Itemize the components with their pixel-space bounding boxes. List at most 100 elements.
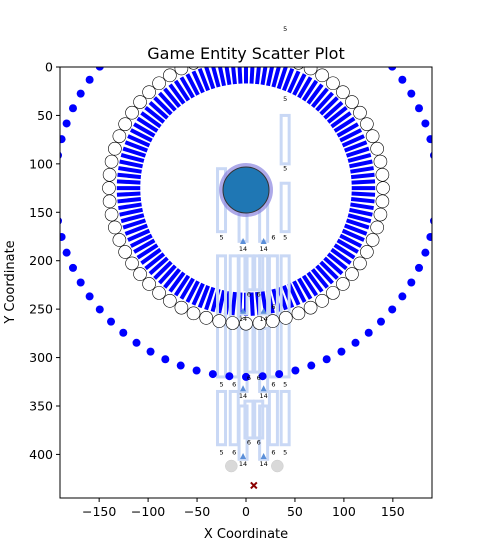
outer-ring-point bbox=[54, 151, 62, 159]
inner-ring-point bbox=[345, 268, 358, 281]
ring-spoke bbox=[117, 199, 140, 201]
outer-ring-point bbox=[52, 201, 60, 209]
structure-label: 6 bbox=[247, 374, 251, 382]
y-axis: 0 50 100 150 200 250 300 350 400 bbox=[29, 60, 60, 462]
ring-spoke bbox=[232, 61, 234, 84]
y-tick-label: 200 bbox=[29, 253, 53, 268]
chart-title: Game Entity Scatter Plot bbox=[147, 44, 344, 63]
outer-ring-point bbox=[147, 348, 155, 356]
outer-ring-point bbox=[242, 0, 250, 3]
inner-ring-point bbox=[371, 142, 384, 155]
outer-ring-point bbox=[323, 13, 331, 21]
structure-label: 14 bbox=[259, 315, 267, 323]
x-tick-label: −50 bbox=[184, 504, 210, 519]
inner-ring-point bbox=[153, 77, 166, 90]
structure-column bbox=[281, 391, 289, 444]
structure-column bbox=[281, 115, 289, 163]
ring-spoke bbox=[232, 292, 234, 315]
x-axis-label: X Coordinate bbox=[204, 527, 288, 542]
structure-column bbox=[269, 391, 277, 444]
inner-ring-point bbox=[200, 311, 213, 324]
outer-ring-point bbox=[225, 0, 233, 4]
inner-ring-point bbox=[292, 307, 305, 320]
structure-label: 6 bbox=[271, 233, 275, 241]
inner-ring-point bbox=[360, 245, 373, 258]
inner-ring-point bbox=[226, 317, 239, 330]
inner-ring-point bbox=[134, 268, 147, 281]
inner-ring-point bbox=[126, 257, 139, 270]
y-tick-label: 400 bbox=[29, 447, 53, 462]
y-tick-label: 300 bbox=[29, 350, 53, 365]
x-axis: −150 −100 −50 0 50 100 150 bbox=[82, 498, 405, 519]
x-tick-label: 150 bbox=[381, 504, 405, 519]
inner-ring-point bbox=[336, 277, 349, 290]
structure-label: 5 bbox=[283, 233, 287, 241]
outer-ring-point bbox=[377, 51, 385, 59]
inner-ring-point bbox=[316, 294, 329, 307]
inner-ring-point bbox=[353, 106, 366, 119]
structure-label: 5 bbox=[219, 448, 223, 456]
ring-spoke bbox=[351, 175, 374, 177]
outer-ring-point bbox=[307, 362, 315, 370]
structure-column bbox=[230, 391, 238, 444]
outer-ring-point bbox=[433, 184, 441, 192]
inner-ring-point bbox=[153, 286, 166, 299]
structure-label: 6 bbox=[232, 381, 236, 389]
inner-ring-point bbox=[105, 208, 118, 221]
ring-spoke bbox=[252, 293, 253, 316]
x-tick-label: 0 bbox=[242, 504, 250, 519]
x-tick-label: 50 bbox=[287, 504, 303, 519]
outer-ring-point bbox=[259, 0, 267, 4]
inner-ring-point bbox=[366, 233, 379, 246]
inner-ring-point bbox=[213, 315, 226, 328]
structure-label: 14 bbox=[259, 392, 267, 400]
outer-ring-point bbox=[351, 29, 359, 37]
outer-ring-point bbox=[275, 0, 283, 6]
outer-ring-point bbox=[69, 264, 77, 272]
outer-ring-point bbox=[209, 370, 217, 378]
ring-spoke bbox=[352, 194, 375, 195]
y-tick-label: 350 bbox=[29, 398, 53, 413]
y-tick-label: 150 bbox=[29, 205, 53, 220]
inner-ring-point bbox=[279, 311, 292, 324]
outer-ring-point bbox=[388, 305, 396, 313]
inner-ring-point bbox=[119, 245, 132, 258]
outer-ring-point bbox=[432, 201, 440, 209]
outer-ring-point bbox=[407, 90, 415, 98]
structure-label: 5 bbox=[283, 448, 287, 456]
x-tick-label: −150 bbox=[82, 504, 116, 519]
inner-ring-point bbox=[103, 195, 116, 208]
structure-label: 5 bbox=[283, 165, 287, 173]
outer-ring-point bbox=[133, 29, 141, 37]
structure-label: 5 bbox=[283, 25, 287, 33]
structure-label: 5 bbox=[219, 381, 223, 389]
unit-marker bbox=[240, 385, 246, 391]
outer-ring-point bbox=[291, 366, 299, 374]
structure-label: 6 bbox=[257, 374, 261, 382]
outer-ring-point bbox=[275, 370, 283, 378]
inner-ring-point bbox=[134, 96, 147, 109]
structure-label: 6 bbox=[257, 291, 261, 299]
gray-entity bbox=[225, 460, 237, 472]
unit-marker bbox=[261, 453, 267, 459]
outer-ring-point bbox=[337, 21, 345, 29]
structure-label: 5 bbox=[283, 381, 287, 389]
inner-ring-point bbox=[326, 286, 339, 299]
outer-ring-point bbox=[63, 119, 71, 127]
outer-ring-point bbox=[119, 39, 127, 47]
outer-ring-point bbox=[177, 362, 185, 370]
inner-ring-point bbox=[143, 86, 156, 99]
structure-label: 6 bbox=[271, 381, 275, 389]
outer-ring-point bbox=[51, 184, 59, 192]
inner-ring-point bbox=[304, 62, 317, 75]
inner-ring-point bbox=[336, 86, 349, 99]
outer-ring-point bbox=[415, 104, 423, 112]
outer-ring-point bbox=[337, 348, 345, 356]
outer-ring-point bbox=[307, 7, 315, 15]
structure-column bbox=[218, 391, 226, 444]
outer-ring-point bbox=[58, 135, 66, 143]
y-tick-label: 250 bbox=[29, 302, 53, 317]
structure-label: 5 bbox=[283, 95, 287, 103]
central-entity bbox=[223, 167, 269, 213]
